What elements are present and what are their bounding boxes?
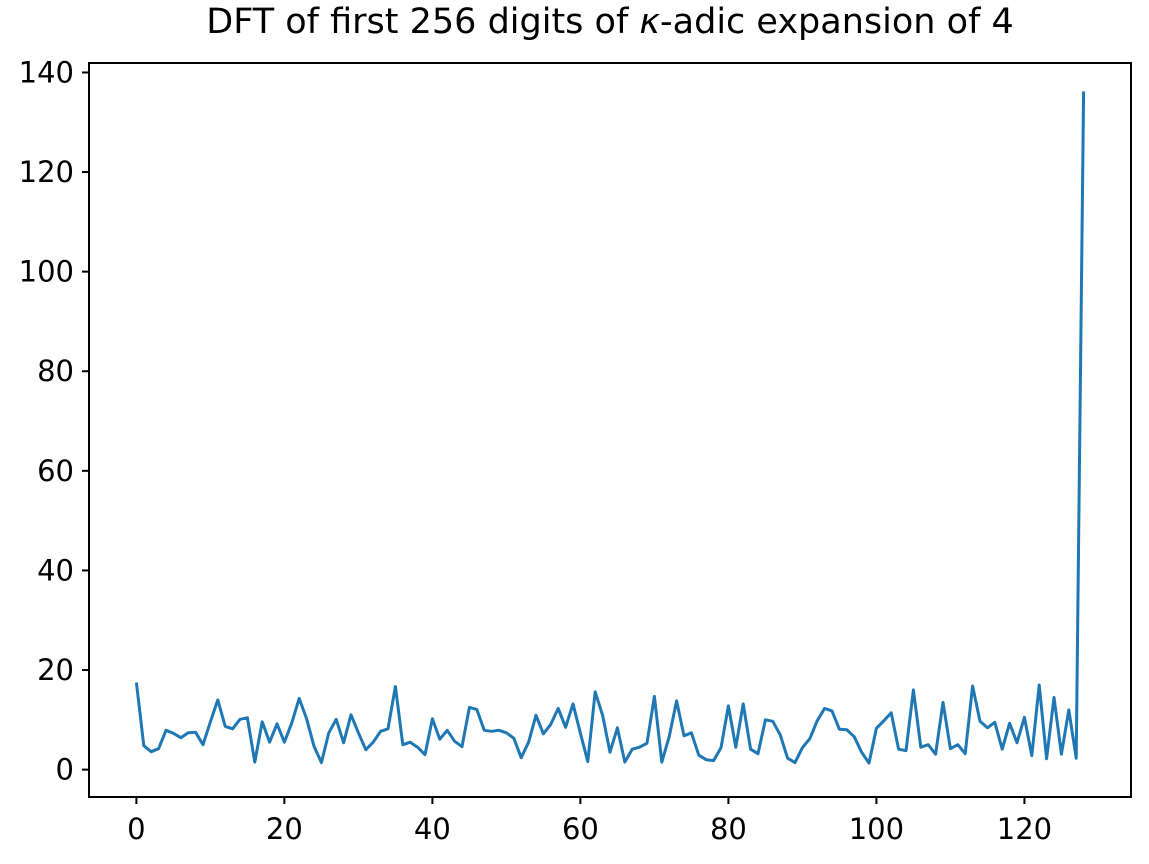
x-tick-label: 120 [997,812,1052,846]
x-tick-label: 20 [266,812,303,846]
chart-title-suffix: -adic expansion of 4 [660,2,1014,42]
x-tick-label: 80 [710,812,747,846]
x-tick-label: 100 [849,812,904,846]
y-tick-label: 80 [37,354,74,388]
y-tick-label: 40 [37,553,74,587]
axes-frame [88,62,1132,798]
y-tick-label: 140 [19,55,74,89]
y-tick-label: 60 [37,454,74,488]
kappa-symbol: κ [639,2,661,42]
y-tick-label: 100 [19,255,74,289]
y-tick-label: 120 [19,155,74,189]
x-tick-label: 0 [127,812,145,846]
x-tick-label: 60 [562,812,599,846]
chart-title: DFT of first 256 digits of κ-adic expans… [89,1,1131,43]
y-tick-label: 20 [37,653,74,687]
x-tick-label: 40 [414,812,451,846]
chart-title-prefix: DFT of first 256 digits of [206,2,640,42]
dft-magnitude-line [134,91,1086,765]
y-tick-label: 0 [56,753,74,787]
